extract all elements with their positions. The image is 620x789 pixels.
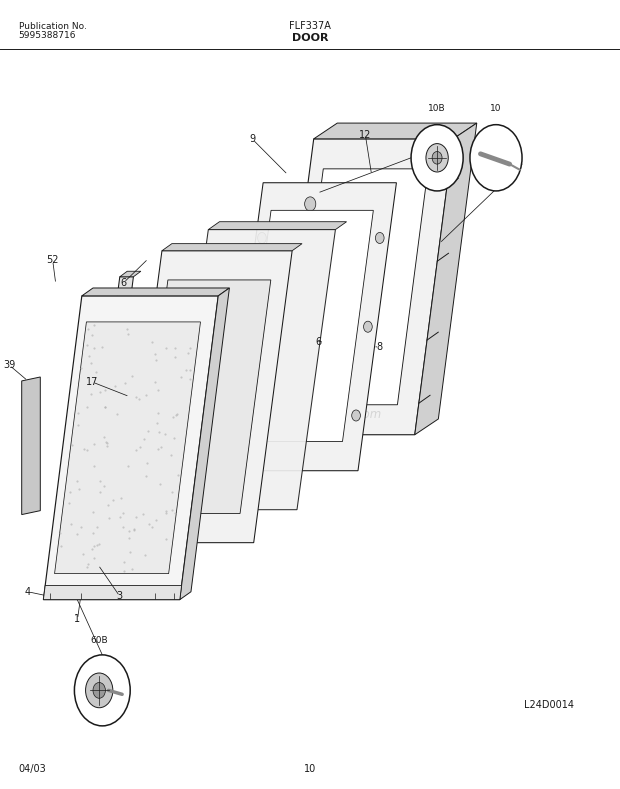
Polygon shape	[170, 230, 335, 510]
Circle shape	[74, 655, 130, 726]
Text: 60B: 60B	[91, 637, 108, 645]
Text: 04/03: 04/03	[19, 764, 46, 774]
Text: 10B: 10B	[428, 104, 446, 113]
Polygon shape	[275, 139, 453, 435]
Circle shape	[426, 144, 448, 172]
Circle shape	[234, 410, 242, 421]
Polygon shape	[224, 183, 396, 471]
Polygon shape	[43, 585, 182, 600]
Text: 10: 10	[304, 764, 316, 774]
Circle shape	[296, 265, 307, 279]
Polygon shape	[293, 169, 428, 405]
Text: 6: 6	[316, 337, 322, 346]
Circle shape	[93, 682, 105, 698]
Circle shape	[411, 125, 463, 191]
Polygon shape	[123, 251, 292, 543]
Text: eReplacementParts.com: eReplacementParts.com	[238, 408, 382, 421]
Polygon shape	[137, 280, 271, 514]
Text: 4: 4	[25, 587, 31, 596]
Polygon shape	[314, 123, 477, 139]
Polygon shape	[81, 277, 133, 573]
Text: FLF337A: FLF337A	[289, 21, 331, 32]
Polygon shape	[180, 288, 229, 600]
Text: 5995388716: 5995388716	[19, 31, 76, 40]
Polygon shape	[415, 123, 477, 435]
Circle shape	[86, 673, 113, 708]
Polygon shape	[22, 377, 40, 514]
Polygon shape	[162, 244, 302, 251]
Text: 10: 10	[490, 104, 502, 113]
Circle shape	[432, 151, 442, 164]
Circle shape	[352, 410, 360, 421]
Circle shape	[281, 380, 292, 394]
Text: 39: 39	[3, 360, 16, 370]
Polygon shape	[120, 271, 141, 277]
Circle shape	[258, 233, 267, 244]
Polygon shape	[208, 222, 347, 230]
Text: 12: 12	[359, 130, 371, 140]
Polygon shape	[82, 288, 229, 296]
Circle shape	[246, 321, 254, 332]
Circle shape	[363, 321, 372, 332]
Text: 6: 6	[121, 278, 127, 287]
Text: L24D0014: L24D0014	[524, 700, 574, 710]
Text: 52: 52	[46, 256, 59, 265]
Text: 8: 8	[376, 342, 383, 352]
Text: Publication No.: Publication No.	[19, 22, 86, 32]
Circle shape	[470, 125, 522, 191]
Circle shape	[376, 233, 384, 244]
Polygon shape	[55, 322, 200, 574]
Circle shape	[293, 286, 304, 300]
Text: DOOR: DOOR	[292, 33, 328, 43]
Text: 1: 1	[74, 615, 81, 624]
Polygon shape	[240, 211, 373, 442]
Text: 17: 17	[86, 377, 99, 387]
Text: 3: 3	[117, 591, 123, 601]
Circle shape	[304, 197, 316, 211]
Text: 9: 9	[249, 134, 255, 144]
Polygon shape	[43, 296, 218, 600]
